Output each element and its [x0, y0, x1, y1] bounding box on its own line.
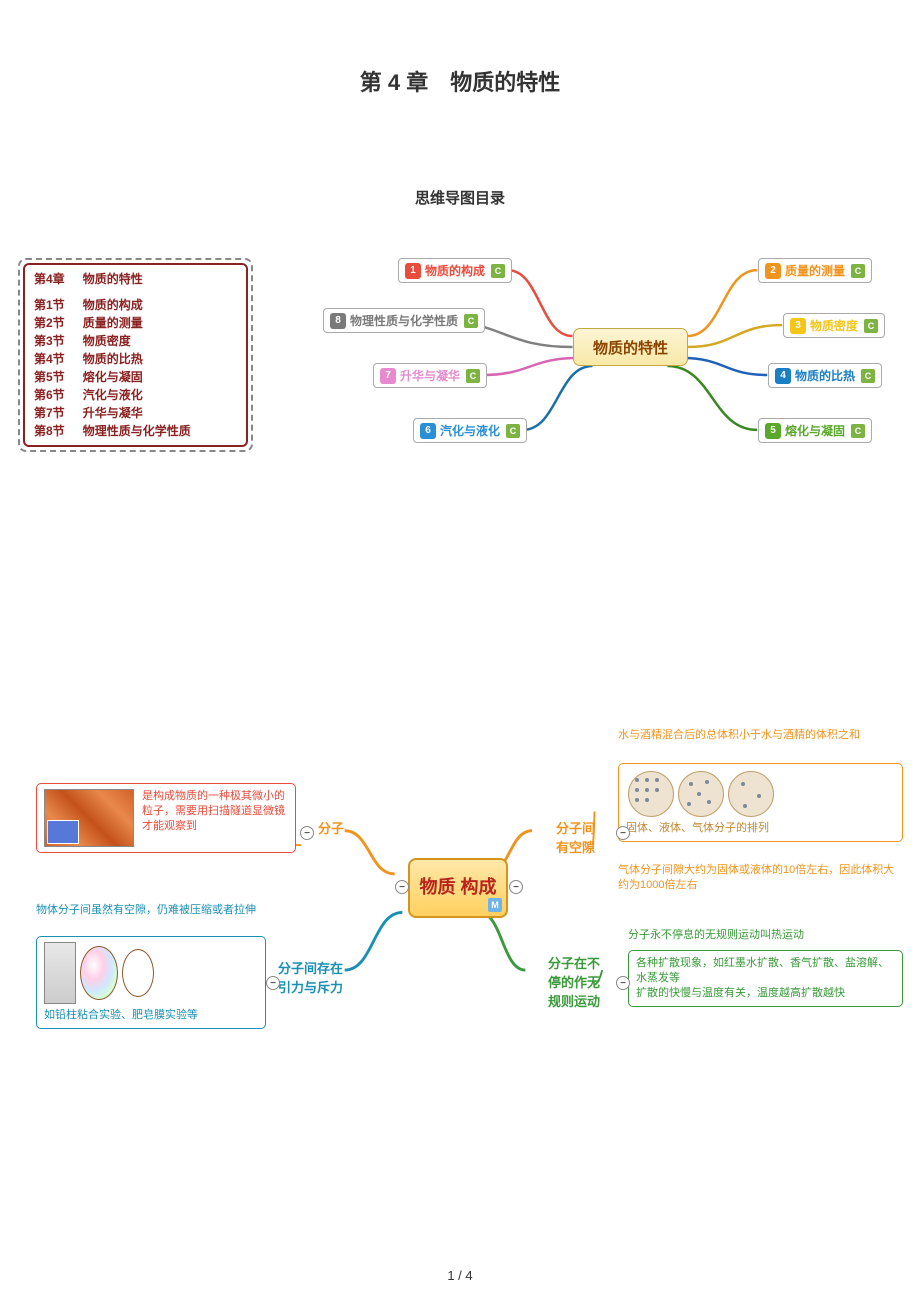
c-badge: C [491, 264, 505, 278]
expand-toggle[interactable]: − [395, 880, 409, 894]
molecule-diagram [678, 771, 724, 817]
expand-toggle[interactable]: − [616, 976, 630, 990]
toc-item: 第2节质量的测量 [34, 314, 237, 332]
mindmap-overview: 物质的特性 1物质的构成C 8物理性质与化学性质C 7升华与凝华C 6汽化与液化C 2质… [283, 258, 902, 468]
mindmap2-center: 物质 构成M [408, 858, 508, 918]
toc-chapter-name: 物质的特性 [83, 270, 143, 288]
detail-box: 各种扩散现象，如红墨水扩散、香气扩散、盐溶解、水蒸发等扩散的快慢与温度有关，温度… [628, 950, 903, 1007]
mindmap-detail: 物质 构成M 分子分子间存在引力与斥力 分子间有空隙分子在不停的作无规则运动 是构成… [18, 728, 902, 1068]
mindmap-node[interactable]: 2质量的测量C [758, 258, 872, 283]
toc-item: 第3节物质密度 [34, 332, 237, 350]
molecule-diagram [628, 771, 674, 817]
molecule-diagram [728, 771, 774, 817]
toc-item: 第1节物质的构成 [34, 296, 237, 314]
toc-item: 第5节熔化与凝固 [34, 368, 237, 386]
mindmap-node[interactable]: 6汽化与液化C [413, 418, 527, 443]
detail-box: 气体分子间隙大约为固体或液体的10倍左右，因此体积大约为1000倍左右 [618, 863, 903, 893]
detail-box: 物体分子间虽然有空隙，仍难被压缩或者拉伸 [36, 903, 266, 918]
mindmap-node[interactable]: 3物质密度C [783, 313, 885, 338]
toc-item: 第6节汽化与液化 [34, 386, 237, 404]
m-badge: M [488, 898, 502, 912]
expand-toggle[interactable]: − [509, 880, 523, 894]
mindmap-node[interactable]: 7升华与凝华C [373, 363, 487, 388]
mindmap-node[interactable]: 8物理性质与化学性质C [323, 308, 485, 333]
expand-toggle[interactable]: − [300, 826, 314, 840]
microscope-image [44, 789, 134, 847]
c-badge: C [506, 424, 520, 438]
detail-box: 水与酒精混合后的总体积小于水与酒精的体积之和 [618, 728, 903, 743]
mindmap-node[interactable]: 1物质的构成C [398, 258, 512, 283]
mindmap-center: 物质的特性 [573, 328, 688, 366]
c-badge: C [851, 424, 865, 438]
toc-item: 第4节物质的比热 [34, 350, 237, 368]
toc-item: 第7节升华与凝华 [34, 404, 237, 422]
table-of-contents: 第4章物质的特性 第1节物质的构成第2节质量的测量第3节物质密度第4节物质的比热… [18, 258, 253, 452]
toc-item: 第8节物理性质与化学性质 [34, 422, 237, 440]
branch-label: 分子 [318, 818, 344, 837]
toc-chapter: 第4章 [34, 270, 65, 288]
page-title: 第 4 章 物质的特性 [18, 65, 902, 97]
page-footer: 1 / 4 [18, 1268, 902, 1283]
expand-toggle[interactable]: − [616, 826, 630, 840]
branch-label: 分子间有空隙 [556, 818, 595, 856]
detail-box: 固体、液体、气体分子的排列 [618, 763, 903, 842]
c-badge: C [851, 264, 865, 278]
detail-box: 是构成物质的一种极其微小的粒子，需要用扫描隧道显微镜才能观察到 [36, 783, 296, 853]
c-badge: C [466, 369, 480, 383]
c-badge: C [864, 319, 878, 333]
branch-label: 分子在不停的作无规则运动 [548, 953, 600, 1010]
mindmap-node[interactable]: 5熔化与凝固C [758, 418, 872, 443]
c-badge: C [861, 369, 875, 383]
c-badge: C [464, 314, 478, 328]
detail-box: 分子永不停息的无规则运动叫热运动 [628, 928, 903, 943]
subtitle: 思维导图目录 [18, 187, 902, 208]
mindmap-node[interactable]: 4物质的比热C [768, 363, 882, 388]
branch-label: 分子间存在引力与斥力 [278, 958, 343, 996]
experiment-image [44, 942, 258, 1004]
detail-box: 如铅柱粘合实验、肥皂膜实验等 [36, 936, 266, 1029]
expand-toggle[interactable]: − [266, 976, 280, 990]
